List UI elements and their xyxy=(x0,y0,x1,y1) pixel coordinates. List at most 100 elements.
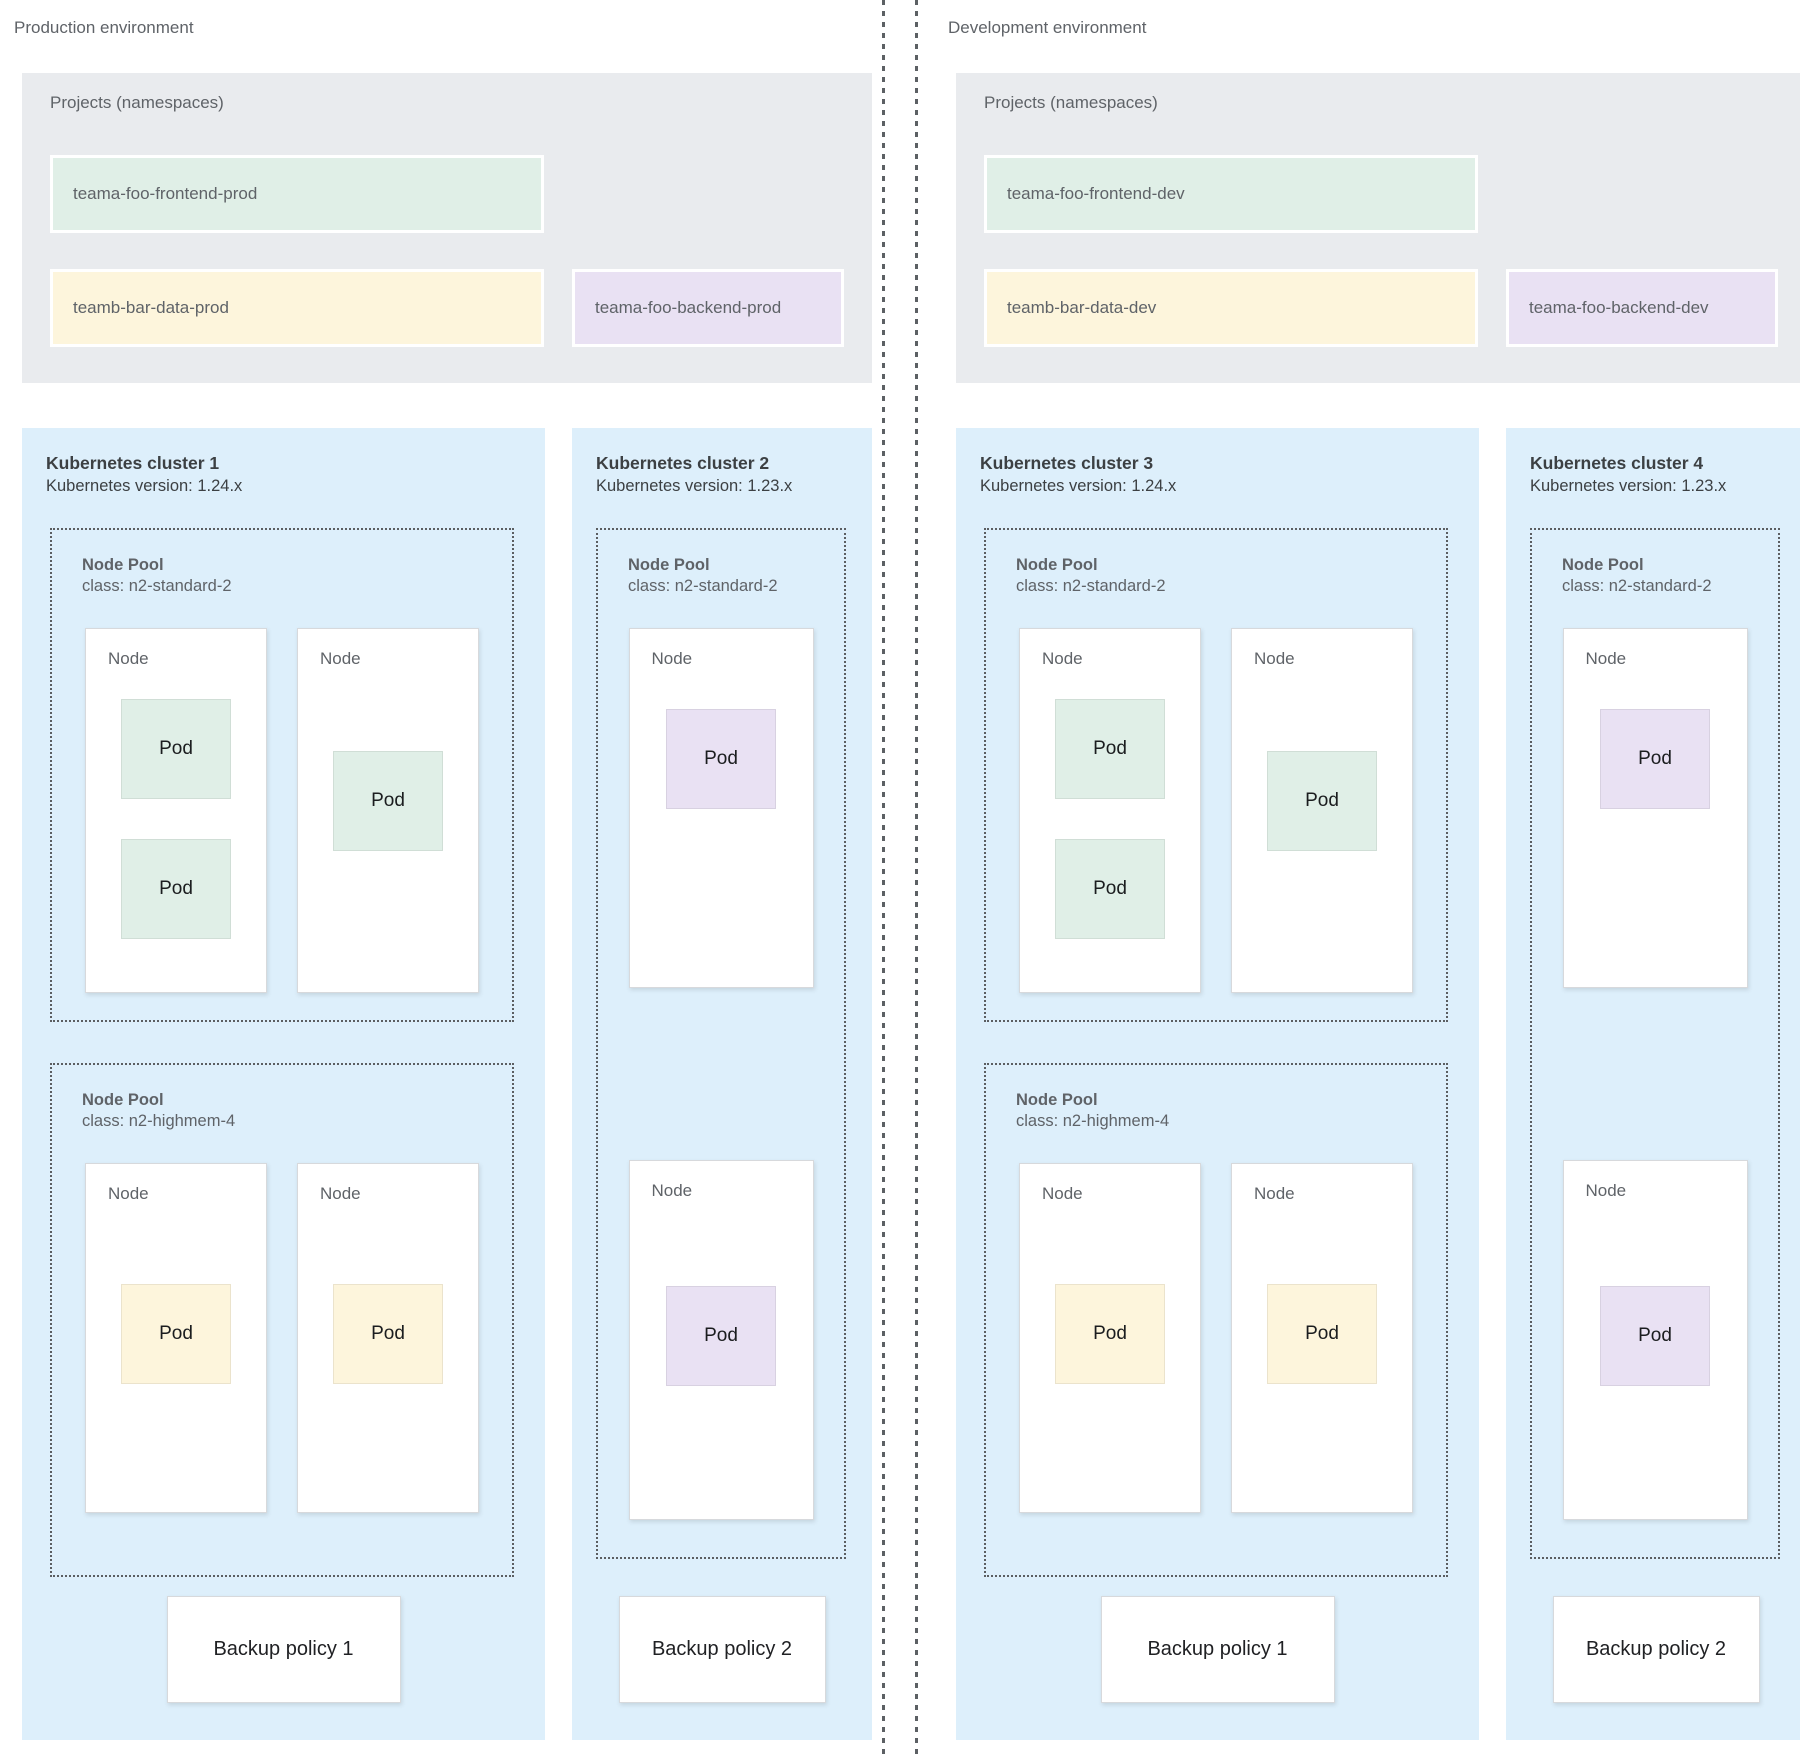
cluster-title: Kubernetes cluster 3 xyxy=(980,453,1154,473)
environment-label: Development environment xyxy=(948,18,1147,37)
projects-panel: Projects (namespaces) teama-foo-frontend… xyxy=(22,73,872,383)
cluster-4-card: Kubernetes cluster 4 Kubernetes version:… xyxy=(1506,428,1800,1740)
node-label: Node xyxy=(108,1184,149,1203)
node-pool-highmem: Node Pool class: n2-highmem-4 Node Pod N… xyxy=(50,1063,514,1577)
nodes-row: Node Pod Node Pod xyxy=(986,1163,1446,1513)
clusters-row: Kubernetes cluster 1 Kubernetes version:… xyxy=(22,428,872,1740)
node-label: Node xyxy=(108,649,149,668)
pod-box: Pod xyxy=(333,751,443,851)
namespace-label: teamb-bar-data-prod xyxy=(73,298,229,317)
node-pool-class: class: n2-standard-2 xyxy=(82,577,232,595)
node-label: Node xyxy=(1585,1181,1627,1200)
node-pool-title: Node Pool xyxy=(628,556,710,574)
dashed-line xyxy=(915,0,918,1760)
node-pool-head: Node Pool class: n2-standard-2 xyxy=(82,556,512,596)
node-pool-head: Node Pool class: n2-standard-2 xyxy=(1016,556,1446,596)
node-pool-highmem: Node Pool class: n2-highmem-4 Node Pod N… xyxy=(984,1063,1448,1577)
node-box: Node Pod xyxy=(1231,628,1413,993)
namespace-label: teamb-bar-data-dev xyxy=(1007,298,1157,317)
node-box: Node Pod xyxy=(297,628,479,993)
pod-box: Pod xyxy=(121,839,231,939)
node-pool-class: class: n2-highmem-4 xyxy=(82,1112,236,1130)
cluster-title: Kubernetes cluster 2 xyxy=(596,453,770,473)
cluster-version: Kubernetes version: 1.23.x xyxy=(596,477,793,495)
namespace-frontend-dev: teama-foo-frontend-dev xyxy=(984,155,1478,233)
node-label: Node xyxy=(1042,1184,1083,1203)
node-pool-class: class: n2-standard-2 xyxy=(1016,577,1166,595)
namespace-label: teama-foo-frontend-prod xyxy=(73,184,258,203)
pod-box: Pod xyxy=(1055,699,1165,799)
node-pool-head: Node Pool class: n2-highmem-4 xyxy=(1016,1091,1446,1131)
environment-divider xyxy=(872,0,928,1760)
node-pool-title: Node Pool xyxy=(1562,556,1644,574)
cluster-title: Kubernetes cluster 4 xyxy=(1530,453,1704,473)
node-box: Node Pod xyxy=(1562,1160,1748,1520)
projects-title: Projects (namespaces) xyxy=(984,93,1158,112)
namespace-frontend-prod: teama-foo-frontend-prod xyxy=(50,155,544,233)
node-box: Node Pod Pod xyxy=(1019,628,1201,993)
node-box: Node Pod Pod xyxy=(85,628,267,993)
namespace-label: teama-foo-frontend-dev xyxy=(1007,184,1185,203)
environment-label: Production environment xyxy=(14,18,194,37)
node-label: Node xyxy=(320,1184,361,1203)
node-pool-standard: Node Pool class: n2-standard-2 Node Pod … xyxy=(984,528,1448,1022)
pod-box: Pod xyxy=(121,699,231,799)
cluster-3-card: Kubernetes cluster 3 Kubernetes version:… xyxy=(956,428,1479,1740)
nodes-row: Node Pod Node Pod xyxy=(52,1163,512,1513)
pod-box: Pod xyxy=(1600,1286,1710,1386)
node-pool-head: Node Pool class: n2-standard-2 xyxy=(628,556,844,596)
clusters-row: Kubernetes cluster 3 Kubernetes version:… xyxy=(956,428,1800,1740)
node-pool-standard-tall: Node Pool class: n2-standard-2 Node Pod … xyxy=(596,528,846,1559)
environment-production: Production environment Projects (namespa… xyxy=(0,0,872,1760)
pod-box: Pod xyxy=(666,709,776,809)
pod-box: Pod xyxy=(1055,839,1165,939)
node-label: Node xyxy=(651,649,693,668)
node-box: Node Pod xyxy=(1019,1163,1201,1513)
projects-panel: Projects (namespaces) teama-foo-frontend… xyxy=(956,73,1800,383)
node-pool-head: Node Pool class: n2-highmem-4 xyxy=(82,1091,512,1131)
node-label: Node xyxy=(320,649,361,668)
node-box: Node Pod xyxy=(628,1160,814,1520)
cluster-version: Kubernetes version: 1.23.x xyxy=(1530,477,1727,495)
cluster-2-card: Kubernetes cluster 2 Kubernetes version:… xyxy=(572,428,872,1740)
node-pool-head: Node Pool class: n2-standard-2 xyxy=(1562,556,1778,596)
node-box: Node Pod xyxy=(85,1163,267,1513)
node-box: Node Pod xyxy=(1231,1163,1413,1513)
pod-box: Pod xyxy=(1267,1284,1377,1384)
pod-box: Pod xyxy=(1267,751,1377,851)
node-pool-class: class: n2-standard-2 xyxy=(628,577,778,595)
node-label: Node xyxy=(1585,649,1627,668)
node-pool-title: Node Pool xyxy=(82,556,164,574)
node-pool-title: Node Pool xyxy=(82,1091,164,1109)
cluster-1-card: Kubernetes cluster 1 Kubernetes version:… xyxy=(22,428,545,1740)
dashed-line xyxy=(882,0,885,1760)
namespace-data-prod: teamb-bar-data-prod xyxy=(50,269,544,347)
node-pool-title: Node Pool xyxy=(1016,556,1098,574)
backup-policy-1-box: Backup policy 1 xyxy=(166,1596,401,1703)
node-pool-title: Node Pool xyxy=(1016,1091,1098,1109)
namespace-label: teama-foo-backend-dev xyxy=(1529,298,1709,317)
node-label: Node xyxy=(1254,649,1295,668)
backup-policy-2-box: Backup policy 2 xyxy=(1552,1596,1760,1703)
backup-policy-1-box: Backup policy 1 xyxy=(1100,1596,1335,1703)
environment-development: Development environment Projects (namesp… xyxy=(928,0,1800,1760)
node-label: Node xyxy=(1042,649,1083,668)
namespace-label: teama-foo-backend-prod xyxy=(595,298,782,317)
node-box: Node Pod xyxy=(628,628,814,988)
nodes-row: Node Pod Pod Node Pod xyxy=(986,628,1446,993)
pod-box: Pod xyxy=(1600,709,1710,809)
node-label: Node xyxy=(1254,1184,1295,1203)
cluster-version: Kubernetes version: 1.24.x xyxy=(46,477,243,495)
namespace-row: teamb-bar-data-dev teama-foo-backend-dev xyxy=(984,269,1800,347)
pod-box: Pod xyxy=(1055,1284,1165,1384)
projects-title: Projects (namespaces) xyxy=(50,93,224,112)
node-label: Node xyxy=(651,1181,693,1200)
namespace-backend-prod: teama-foo-backend-prod xyxy=(572,269,844,347)
node-pool-class: class: n2-standard-2 xyxy=(1562,577,1712,595)
node-pool-standard: Node Pool class: n2-standard-2 Node Pod … xyxy=(50,528,514,1022)
cluster-version: Kubernetes version: 1.24.x xyxy=(980,477,1177,495)
pod-box: Pod xyxy=(333,1284,443,1384)
backup-policy-2-box: Backup policy 2 xyxy=(618,1596,826,1703)
namespace-data-dev: teamb-bar-data-dev xyxy=(984,269,1478,347)
